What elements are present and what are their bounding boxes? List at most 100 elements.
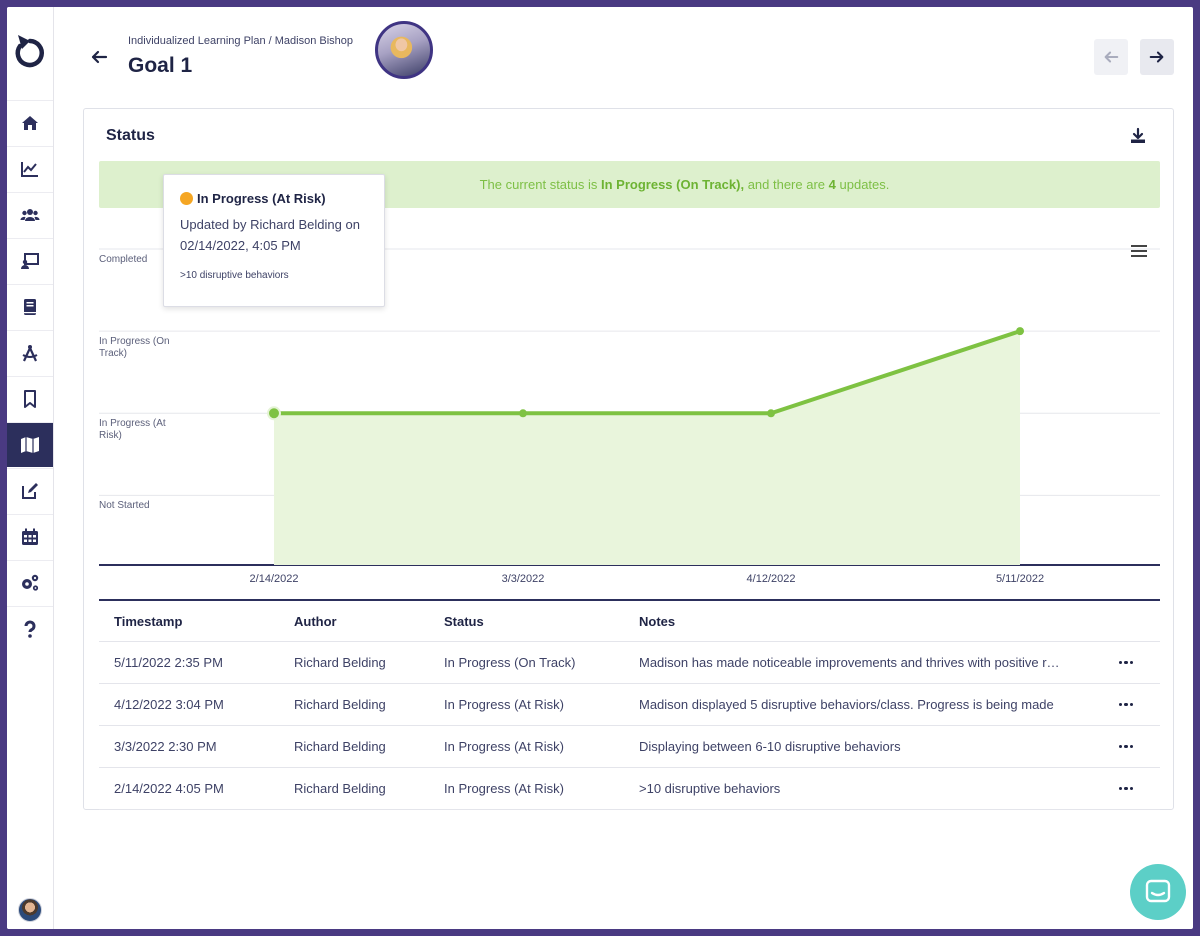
- app-frame: Individualized Learning Plan / Madison B…: [7, 7, 1193, 929]
- sidebar-item-help[interactable]: [7, 606, 53, 651]
- cell-author: Richard Belding: [294, 739, 386, 754]
- users-icon: [20, 209, 40, 221]
- status-card: Status The current status is In Progress…: [83, 108, 1174, 810]
- header-author[interactable]: Author: [294, 613, 337, 629]
- compass-icon: [22, 345, 38, 362]
- more-dots-icon: [1118, 744, 1134, 749]
- sidebar-item-presentation[interactable]: [7, 238, 53, 283]
- table-row[interactable]: 2/14/2022 4:05 PM Richard Belding In Progr…: [99, 768, 1160, 810]
- page-title: Goal 1: [128, 54, 193, 77]
- banner-suffix: updates.: [839, 177, 890, 192]
- sidebar-item-users[interactable]: [7, 192, 53, 237]
- cell-timestamp: 3/3/2022 2:30 PM: [114, 739, 217, 754]
- cell-status: In Progress (At Risk): [444, 781, 564, 796]
- more-dots-icon: [1118, 702, 1134, 707]
- cell-author: Richard Belding: [294, 655, 386, 670]
- banner-status: In Progress (On Track),: [601, 177, 745, 192]
- x-tick-label: 2/14/2022: [249, 573, 299, 585]
- table-header-row: Timestamp Author Status Notes: [99, 601, 1160, 642]
- data-point: [767, 409, 775, 418]
- series-line: [274, 329, 1021, 416]
- cell-timestamp: 2/14/2022 4:05 PM: [114, 781, 224, 796]
- bookmark-icon: [24, 390, 36, 408]
- cell-notes: Madison displayed 5 disruptive behaviors…: [639, 697, 1054, 712]
- more-dots-icon: [1118, 660, 1134, 665]
- tooltip-updated-line2: 02/14/2022, 4:05 PM: [180, 238, 301, 253]
- cell-status: In Progress (At Risk): [444, 697, 564, 712]
- y-tick-label: Completed: [99, 254, 148, 265]
- cell-notes: Madison has made noticeable improvements…: [639, 655, 1064, 670]
- status-dot-icon: [180, 192, 193, 205]
- y-tick-label: In Progress (On Track): [99, 336, 170, 360]
- y-tick-label: In Progress (At Risk): [99, 418, 166, 442]
- sidebar-item-settings[interactable]: [7, 560, 53, 605]
- sidebar-item-bookmarks[interactable]: [7, 376, 53, 421]
- row-more-button[interactable]: [1114, 726, 1138, 767]
- banner-count: 4: [828, 177, 836, 192]
- arrow-left-icon: [1104, 51, 1119, 63]
- previous-goal-button[interactable]: [1094, 39, 1128, 75]
- row-more-button[interactable]: [1114, 642, 1138, 683]
- header-status[interactable]: Status: [444, 613, 484, 629]
- updates-table: Timestamp Author Status Notes 5/11/2022 …: [99, 599, 1160, 810]
- map-icon: [21, 437, 39, 453]
- tooltip-note: >10 disruptive behaviors: [180, 270, 289, 281]
- app-logo-icon[interactable]: [13, 29, 47, 69]
- series-area: [274, 331, 1020, 565]
- next-goal-button[interactable]: [1140, 39, 1174, 75]
- table-row[interactable]: 3/3/2022 2:30 PM Richard Belding In Progre…: [99, 726, 1160, 768]
- data-point: [519, 409, 527, 418]
- banner-middle: and there are: [747, 177, 826, 192]
- x-tick-label: 3/3/2022: [501, 573, 545, 585]
- sidebar-item-library[interactable]: [7, 284, 53, 329]
- sidebar-item-calendar[interactable]: [7, 514, 53, 559]
- x-tick-label: 5/11/2022: [995, 573, 1045, 585]
- cell-notes: >10 disruptive behaviors: [639, 781, 781, 796]
- breadcrumb[interactable]: Individualized Learning Plan / Madison B…: [128, 35, 354, 47]
- header-timestamp[interactable]: Timestamp: [114, 613, 183, 629]
- row-more-button[interactable]: [1114, 768, 1138, 809]
- x-tick-label: 4/12/2022: [746, 573, 796, 585]
- presentation-icon: [21, 253, 39, 269]
- settings-icon: [22, 574, 39, 591]
- home-icon: [22, 116, 38, 130]
- more-dots-icon: [1118, 786, 1134, 791]
- calendar-icon: [22, 528, 38, 545]
- sidebar-item-design[interactable]: [7, 330, 53, 375]
- tooltip-status-label: In Progress (At Risk): [197, 191, 326, 206]
- y-tick-label: Not Started: [99, 500, 150, 512]
- tooltip-updated-line1: Updated by Richard Belding on: [180, 217, 360, 232]
- tooltip-updated: Updated by Richard Belding on 02/14/2022…: [180, 214, 368, 256]
- data-point: [269, 408, 279, 419]
- cell-timestamp: 4/12/2022 3:04 PM: [114, 697, 224, 712]
- header-notes[interactable]: Notes: [639, 614, 676, 629]
- user-avatar[interactable]: [18, 898, 42, 922]
- back-arrow-icon[interactable]: [89, 47, 109, 67]
- arrow-right-icon: [1149, 51, 1164, 63]
- table-row[interactable]: 5/11/2022 2:35 PM Richard Belding In Progr…: [99, 642, 1160, 684]
- sidebar-item-analytics[interactable]: [7, 146, 53, 191]
- sidebar: [7, 7, 54, 929]
- table-row[interactable]: 4/12/2022 3:04 PM Richard Belding In Progr…: [99, 684, 1160, 726]
- cell-timestamp: 5/11/2022 2:35 PM: [114, 655, 223, 670]
- tooltip-status: In Progress (At Risk): [180, 191, 368, 206]
- edit-icon: [22, 483, 38, 499]
- card-title: Status: [106, 127, 155, 144]
- chart-icon: [21, 162, 38, 177]
- banner-prefix: The current status is: [479, 177, 598, 192]
- student-avatar: [375, 21, 433, 79]
- row-more-button[interactable]: [1114, 684, 1138, 725]
- book-icon: [24, 299, 36, 315]
- cell-author: Richard Belding: [294, 781, 386, 796]
- cell-status: In Progress (At Risk): [444, 739, 564, 754]
- chat-icon: [1145, 879, 1171, 903]
- cell-author: Richard Belding: [294, 697, 386, 712]
- cell-status: In Progress (On Track): [444, 655, 576, 670]
- download-icon[interactable]: [1129, 127, 1147, 145]
- sidebar-item-plans[interactable]: [7, 422, 53, 467]
- data-point: [1016, 327, 1024, 336]
- hamburger-menu-icon[interactable]: [1130, 243, 1148, 259]
- chat-button[interactable]: [1130, 864, 1186, 920]
- sidebar-item-home[interactable]: [7, 100, 53, 145]
- sidebar-item-edit[interactable]: [7, 468, 53, 513]
